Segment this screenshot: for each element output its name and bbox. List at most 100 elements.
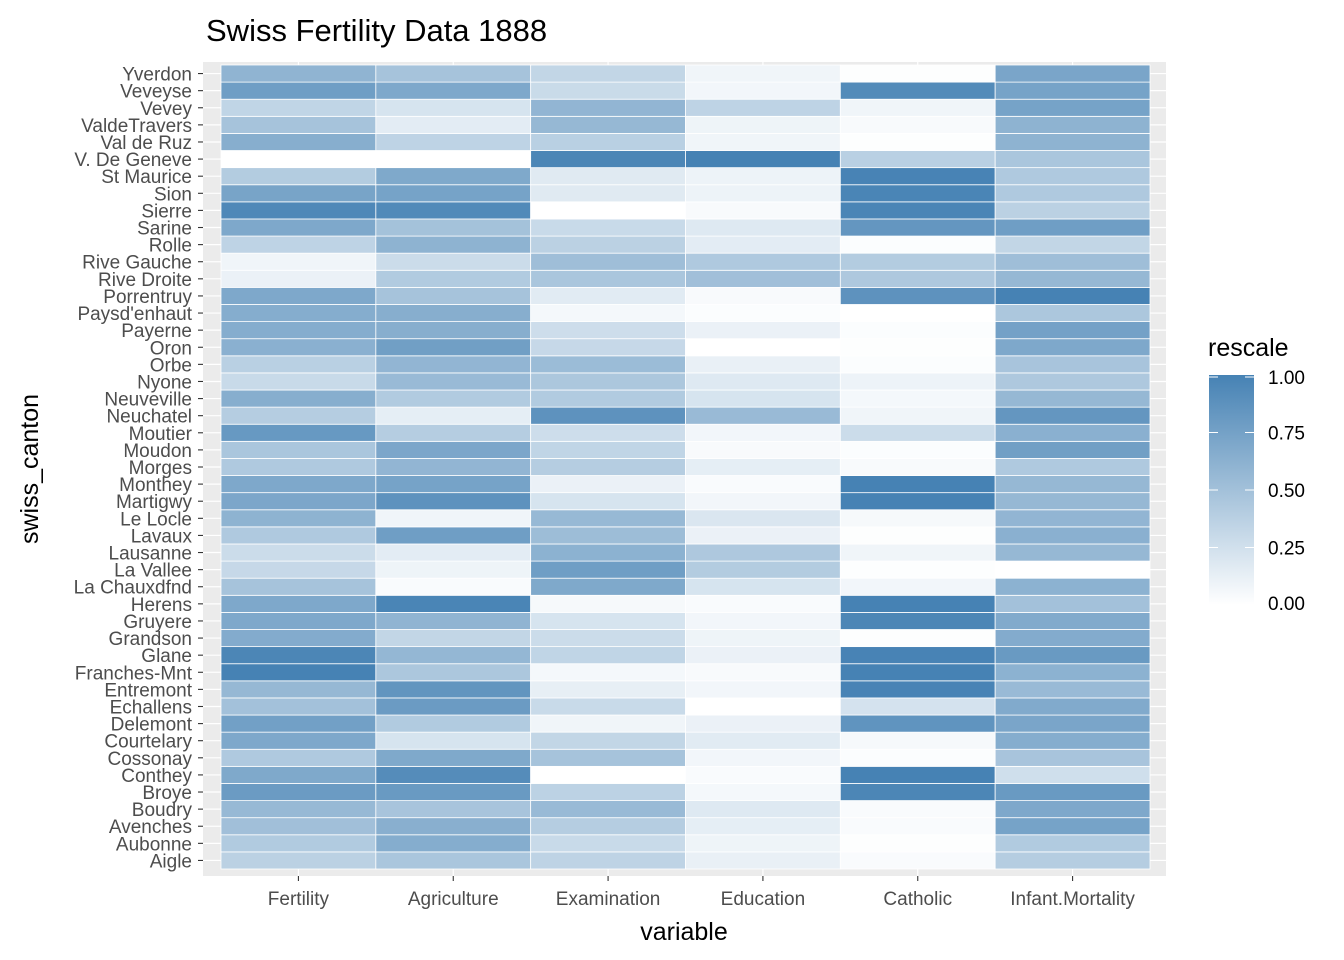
heatmap-cell xyxy=(530,252,686,271)
heatmap-cell xyxy=(839,423,996,442)
y-tick-label: Lavaux xyxy=(131,526,193,547)
heatmap-cell xyxy=(530,492,686,511)
heatmap-cell xyxy=(839,697,996,716)
y-tick-label: Yverdon xyxy=(122,65,192,86)
heatmap-cell xyxy=(530,783,686,801)
heatmap-cell xyxy=(375,800,532,819)
heatmap-cell xyxy=(220,167,377,186)
heatmap-cell xyxy=(220,834,377,853)
heatmap-cell xyxy=(375,235,532,254)
heatmap-cell xyxy=(375,389,532,408)
heatmap-cell xyxy=(994,612,1151,630)
y-tick-label: Sion xyxy=(154,184,192,205)
heatmap-cell xyxy=(375,338,532,357)
heatmap-cell xyxy=(994,406,1151,425)
heatmap-cell xyxy=(994,389,1151,408)
y-tick-label: Payerne xyxy=(121,321,192,342)
heatmap-cell xyxy=(839,663,996,682)
heatmap-cell xyxy=(994,269,1151,288)
heatmap-cell xyxy=(530,663,686,682)
heatmap-cell xyxy=(220,81,377,100)
x-tick-label: Examination xyxy=(556,889,661,910)
heatmap-cell xyxy=(685,834,841,853)
heatmap-cell xyxy=(685,800,841,819)
heatmap-cell xyxy=(839,81,996,100)
heatmap-cell xyxy=(839,509,996,528)
heatmap-cell xyxy=(530,338,686,357)
heatmap-cell xyxy=(685,218,841,237)
heatmap-cell xyxy=(220,646,377,665)
heatmap-cell xyxy=(994,851,1151,870)
heatmap-cell xyxy=(530,81,686,100)
heatmap-cell xyxy=(530,389,686,408)
chart-title: Swiss Fertility Data 1888 xyxy=(206,13,547,48)
heatmap-cell xyxy=(530,800,686,819)
heatmap-cell xyxy=(685,81,841,100)
heatmap-cell xyxy=(839,680,996,699)
heatmap-cell xyxy=(375,64,532,83)
heatmap-cell xyxy=(685,167,841,186)
heatmap-cell xyxy=(994,646,1151,665)
heatmap-cell xyxy=(685,201,841,220)
legend: rescale 1.00 0.75 0.50 0.25 0.00 xyxy=(1208,334,1305,615)
heatmap-cell xyxy=(685,406,841,425)
heatmap-cell xyxy=(375,458,532,476)
heatmap-cell xyxy=(994,235,1151,254)
heatmap-cell xyxy=(220,218,377,237)
y-tick-label: Veveyse xyxy=(120,82,192,103)
heatmap-cell xyxy=(994,475,1151,494)
y-tick-label: Vevey xyxy=(140,99,192,120)
legend-tick-label: 0.00 xyxy=(1268,594,1305,615)
legend-tick-label: 0.75 xyxy=(1268,424,1305,445)
y-tick-label: Oron xyxy=(150,338,192,359)
legend-tick-label: 0.50 xyxy=(1268,481,1305,502)
y-tick-label: V. De Geneve xyxy=(74,150,192,171)
y-tick-label: Martigwy xyxy=(116,492,193,513)
y-tick-label: Porrentruy xyxy=(103,287,192,308)
heatmap-cell xyxy=(994,184,1151,203)
heatmap-cell xyxy=(220,304,377,322)
heatmap-cell xyxy=(375,406,532,425)
legend-tick-label: 1.00 xyxy=(1268,368,1305,389)
heatmap-cell xyxy=(839,783,996,801)
heatmap-cell xyxy=(839,817,996,836)
heatmap-cell xyxy=(994,834,1151,853)
heatmap-cell xyxy=(220,748,377,767)
heatmap-cell xyxy=(530,629,686,648)
heatmap-cell xyxy=(685,629,841,648)
heatmap-cell xyxy=(685,440,841,459)
heatmap-cell xyxy=(685,321,841,340)
heatmap-cell xyxy=(220,64,377,83)
heatmap-cell xyxy=(375,423,532,442)
heatmap-cell xyxy=(375,133,532,151)
heatmap-cell xyxy=(839,492,996,511)
heatmap-cell xyxy=(685,714,841,733)
x-tick-label: Fertility xyxy=(268,889,330,910)
heatmap-cell xyxy=(839,440,996,459)
heatmap-cell xyxy=(530,167,686,186)
x-tick-label: Agriculture xyxy=(408,889,499,910)
heatmap-cell xyxy=(994,115,1151,134)
heatmap-cell xyxy=(375,150,532,169)
heatmap-cell xyxy=(994,509,1151,528)
heatmap-cell xyxy=(994,817,1151,836)
heatmap-cell xyxy=(375,218,532,237)
heatmap-cell xyxy=(685,560,841,579)
heatmap-cell xyxy=(839,235,996,254)
heatmap-cell xyxy=(375,321,532,340)
heatmap-cell xyxy=(220,817,377,836)
y-tick-label: Sierre xyxy=(141,201,192,222)
x-axis: Fertility Agriculture Examination Education… xyxy=(268,876,1135,910)
heatmap-cell xyxy=(375,629,532,648)
heatmap-cell xyxy=(994,372,1151,391)
y-tick-label: Paysd'enhaut xyxy=(77,304,192,325)
heatmap-cell xyxy=(375,372,532,391)
x-tick-label: Catholic xyxy=(883,889,952,910)
heatmap-cell xyxy=(530,201,686,220)
heatmap-cell xyxy=(994,714,1151,733)
heatmap-cell xyxy=(375,594,532,613)
heatmap-cell xyxy=(375,115,532,134)
heatmap-cell xyxy=(994,150,1151,169)
heatmap-cell xyxy=(375,440,532,459)
heatmap-cell xyxy=(220,851,377,870)
